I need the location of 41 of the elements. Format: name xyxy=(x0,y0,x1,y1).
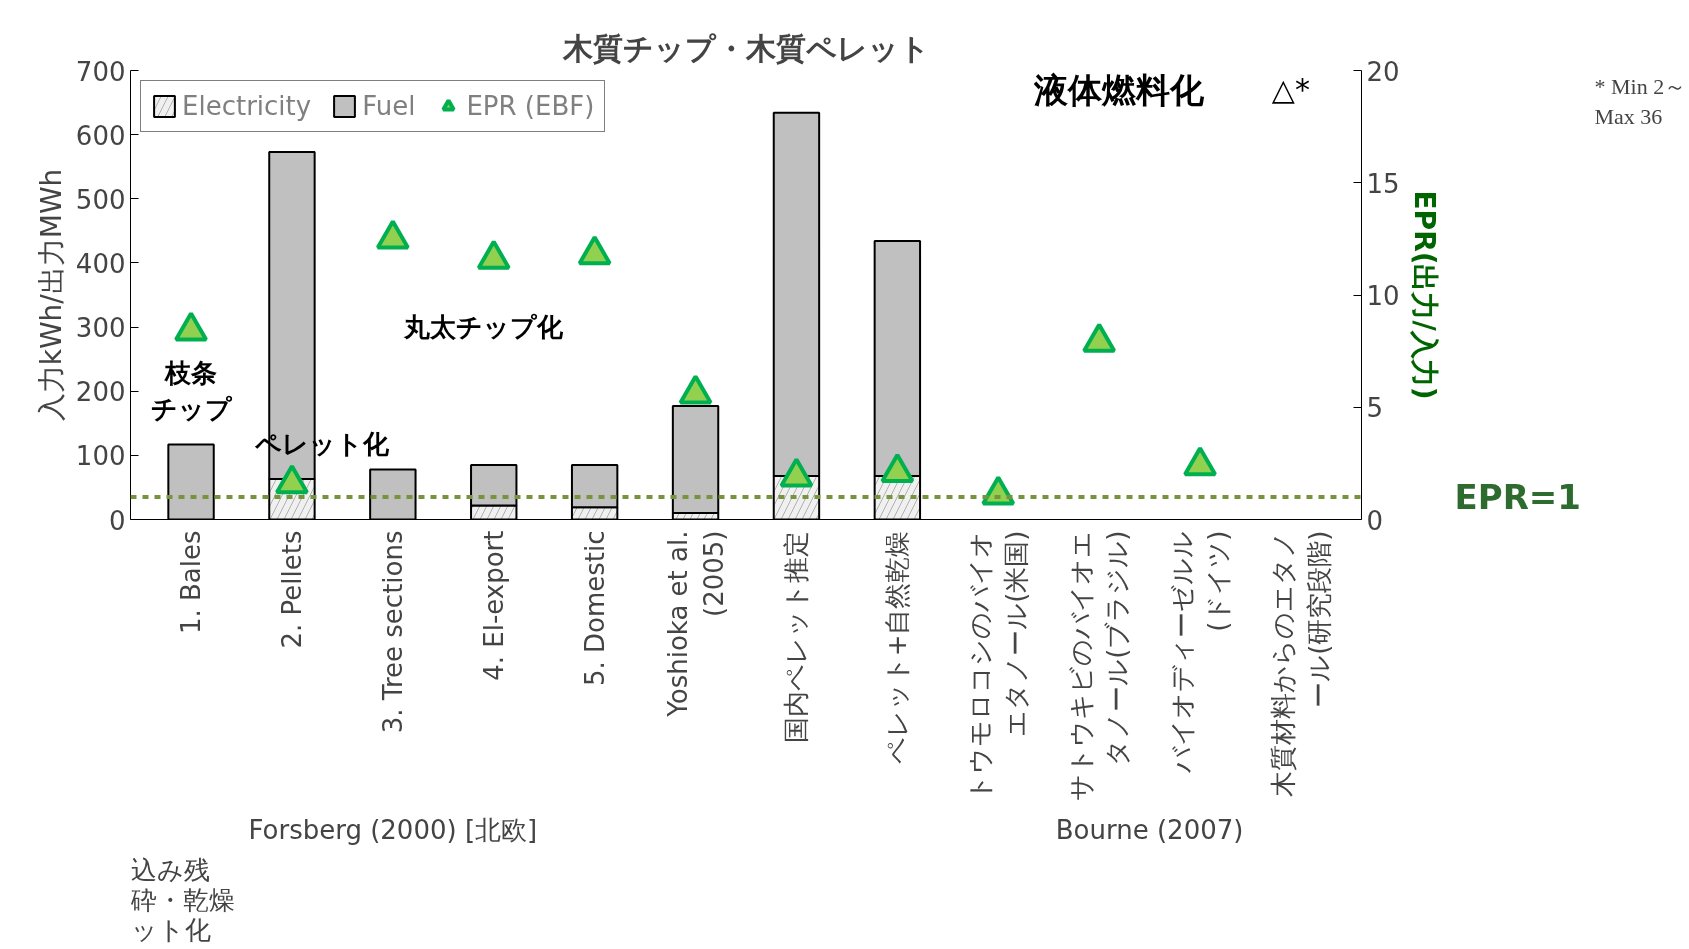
y-axis-title: 入力kWh/出力MWh xyxy=(34,168,68,422)
x-tick-label: ペレット+自然乾燥 xyxy=(882,530,913,765)
text: * Min 2～ Max 36 xyxy=(1594,74,1687,130)
legend-label: EPR (EBF) xyxy=(466,91,595,121)
x-tick-label: バイオディーゼルル(ドイツ) xyxy=(1167,530,1234,774)
y2-tick-label: 10 xyxy=(1366,281,1400,311)
x-tick-label: 4. El-export xyxy=(478,530,509,681)
ref-line-label: EPR=1 xyxy=(1454,477,1581,518)
y2-tick-label: 15 xyxy=(1366,168,1400,199)
x-tick-label: 3. Tree sections xyxy=(377,530,408,734)
y-tick-label: 700 xyxy=(75,56,126,87)
x-tick-label: 国内ペレット推定 xyxy=(781,530,812,743)
x-tick-label: Yoshioka et al. (2005) xyxy=(662,530,729,718)
x-tick-label: サトウキビのバイオエタノール(ブラジル) xyxy=(1066,530,1133,801)
annotation: 丸太チップ化 xyxy=(403,312,565,343)
x-tick-label: トウモロコシのバイオエタノール(米国) xyxy=(965,530,1032,801)
y2-tick-label: 20 xyxy=(1366,56,1400,87)
y2-axis-title: EPR(出力/入力) xyxy=(1407,190,1441,400)
annotation: 液体燃料化 xyxy=(1033,69,1206,110)
text: 込み残砕・乾燥ット化 xyxy=(129,854,235,945)
annotation: △* xyxy=(1271,72,1310,108)
y-tick-label: 400 xyxy=(75,248,126,279)
x-tick-label: 2. Pellets xyxy=(276,530,307,649)
y2-tick-label: 5 xyxy=(1366,393,1384,424)
bar xyxy=(671,404,720,515)
y-tick-label: 200 xyxy=(75,377,126,408)
y-tick-label: 0 xyxy=(108,505,126,536)
y-tick-label: 500 xyxy=(75,184,126,215)
chart-title: 木質チップ・木質ペレット xyxy=(561,30,930,66)
y-tick-label: 100 xyxy=(75,441,126,472)
x-tick-label: 1. Bales xyxy=(176,530,207,635)
y-tick-label: 600 xyxy=(75,120,126,151)
legend-label: Fuel xyxy=(362,91,416,121)
text: Forsberg (2000) [北欧] xyxy=(248,814,538,845)
x-tick-label: 木質材料からのエタノール(研究段階) xyxy=(1267,530,1334,797)
y2-tick-label: 0 xyxy=(1366,505,1384,536)
legend-label: Electricity xyxy=(182,91,312,121)
x-tick-label: 5. Domestic xyxy=(579,530,610,687)
text: Bourne (2007) xyxy=(1055,814,1244,845)
annotation: 枝条チップ xyxy=(150,358,233,425)
y-tick-label: 300 xyxy=(75,313,126,344)
